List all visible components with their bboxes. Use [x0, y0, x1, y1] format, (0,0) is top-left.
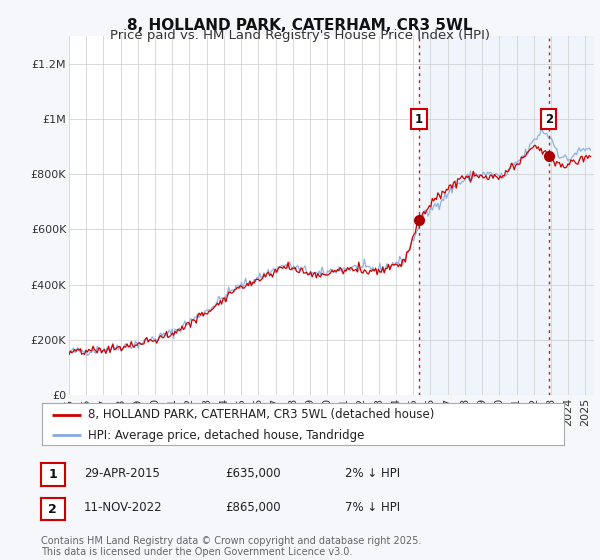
Text: HPI: Average price, detached house, Tandridge: HPI: Average price, detached house, Tand…	[88, 428, 364, 442]
Text: 2: 2	[545, 113, 553, 125]
Text: Contains HM Land Registry data © Crown copyright and database right 2025.
This d: Contains HM Land Registry data © Crown c…	[41, 535, 421, 557]
Text: 11-NOV-2022: 11-NOV-2022	[84, 501, 163, 515]
Text: 1: 1	[49, 468, 57, 481]
Text: 8, HOLLAND PARK, CATERHAM, CR3 5WL: 8, HOLLAND PARK, CATERHAM, CR3 5WL	[127, 18, 473, 33]
Text: 1: 1	[415, 113, 423, 125]
Text: 2: 2	[49, 502, 57, 516]
Text: £865,000: £865,000	[225, 501, 281, 515]
Text: Price paid vs. HM Land Registry's House Price Index (HPI): Price paid vs. HM Land Registry's House …	[110, 29, 490, 42]
Text: 8, HOLLAND PARK, CATERHAM, CR3 5WL (detached house): 8, HOLLAND PARK, CATERHAM, CR3 5WL (deta…	[88, 408, 434, 421]
Text: 29-APR-2015: 29-APR-2015	[84, 466, 160, 480]
Bar	[419, 36, 594, 395]
Text: £635,000: £635,000	[225, 466, 281, 480]
Text: 7% ↓ HPI: 7% ↓ HPI	[345, 501, 400, 515]
Text: 2% ↓ HPI: 2% ↓ HPI	[345, 466, 400, 480]
